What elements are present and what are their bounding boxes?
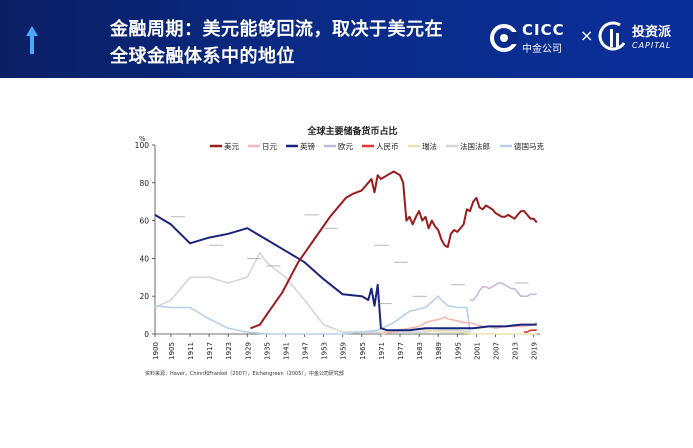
header-banner: 金融周期：美元能够回流，取决于美元在 全球金融体系中的地位 CICC 中金公司 … (0, 0, 693, 78)
y-tick-label: 20 (139, 292, 149, 301)
x-tick-label: 2001 (473, 342, 481, 360)
x-tick-label: 1953 (321, 342, 329, 360)
x-tick-label: 1983 (416, 342, 424, 360)
tzp-logo-icon (598, 21, 626, 51)
y-tick-label: 100 (135, 141, 150, 150)
x-tick-label: 1971 (378, 342, 386, 360)
cicc-logo-cn: 中金公司 (522, 44, 562, 55)
source-note: 资料来源：Haver，Chinn和Frankel（2007），Eichengre… (145, 371, 344, 377)
series-line-usd (250, 170, 538, 330)
y-tick-label: 60 (139, 217, 149, 226)
x-tick-label: 2019 (531, 342, 539, 360)
chart-title: 全球主要储备货币占比 (306, 125, 397, 137)
series-line-eur (470, 282, 537, 301)
legend-label-jpy: 日元 (262, 142, 277, 151)
y-tick-label: 80 (139, 179, 149, 188)
x-tick-label: 1941 (282, 342, 290, 360)
tzp-logo-cn: 投资派 (632, 25, 672, 40)
legend-label-gbp: 英镑 (300, 141, 315, 151)
arrow-up-icon (26, 26, 38, 54)
series-line-gbp (154, 214, 537, 332)
x-tick-label: 1923 (225, 342, 233, 360)
legend-item-chf: 瑞法 (408, 141, 437, 151)
y-axis-label: % (139, 135, 146, 143)
legend-item-dem: 德国马克 (500, 141, 544, 151)
legend-item-usd: 美元 (210, 141, 239, 151)
logo-separator: × (580, 26, 594, 45)
y-tick-label: 40 (139, 254, 149, 263)
x-tick-label: 1911 (187, 342, 195, 360)
x-tick-label: 1995 (454, 342, 462, 360)
legend-item-frf: 法国法郎 (446, 141, 490, 151)
tzp-logo: 投资派 CAPITAL (598, 17, 688, 59)
legend-label-dem: 德国马克 (514, 141, 544, 151)
x-tick-label: 1977 (397, 342, 405, 360)
legend-label-eur: 欧元 (338, 141, 353, 151)
reserve-currency-chart: 全球主要储备货币占比% 0 20 40 60 80 100 1900 1905 1911 1917 1… (135, 125, 545, 360)
x-tick-label: 2013 (512, 342, 520, 360)
cicc-logo-icon (490, 24, 518, 52)
x-tick-label: 1989 (435, 342, 443, 360)
x-tick-label: 1947 (302, 342, 310, 360)
x-tick-label: 1965 (359, 342, 367, 360)
series-line-frf (154, 251, 471, 333)
page-title-line1: 金融周期：美元能够回流，取决于美元在 (110, 19, 443, 40)
legend-item-cny: 人民币 (362, 142, 399, 151)
x-tick-label: 1900 (152, 342, 160, 360)
x-tick-label: 1935 (263, 342, 271, 360)
x-tick-label: 1917 (206, 342, 214, 360)
cicc-logo-en: CICC (522, 21, 565, 39)
x-tick-label: 2007 (492, 342, 500, 360)
legend-label-chf: 瑞法 (422, 141, 437, 151)
series-line-dem (154, 295, 471, 335)
x-tick-label: 1959 (340, 342, 348, 360)
legend-item-gbp: 英镑 (286, 141, 315, 151)
legend-label-usd: 美元 (224, 141, 239, 151)
legend-label-cny: 人民币 (376, 142, 399, 151)
page-title-line2: 全球金融体系中的地位 (110, 46, 295, 67)
x-tick-label: 1905 (168, 342, 176, 360)
legend-label-frf: 法国法郎 (460, 141, 490, 151)
series-line-cny (524, 329, 537, 333)
cicc-logo: CICC 中金公司 (490, 18, 580, 58)
legend-item-jpy: 日元 (248, 142, 277, 151)
legend-item-eur: 欧元 (324, 141, 353, 151)
tzp-logo-en: CAPITAL (632, 41, 672, 50)
x-tick-label: 1929 (244, 342, 252, 360)
y-tick-label: 0 (144, 330, 149, 339)
